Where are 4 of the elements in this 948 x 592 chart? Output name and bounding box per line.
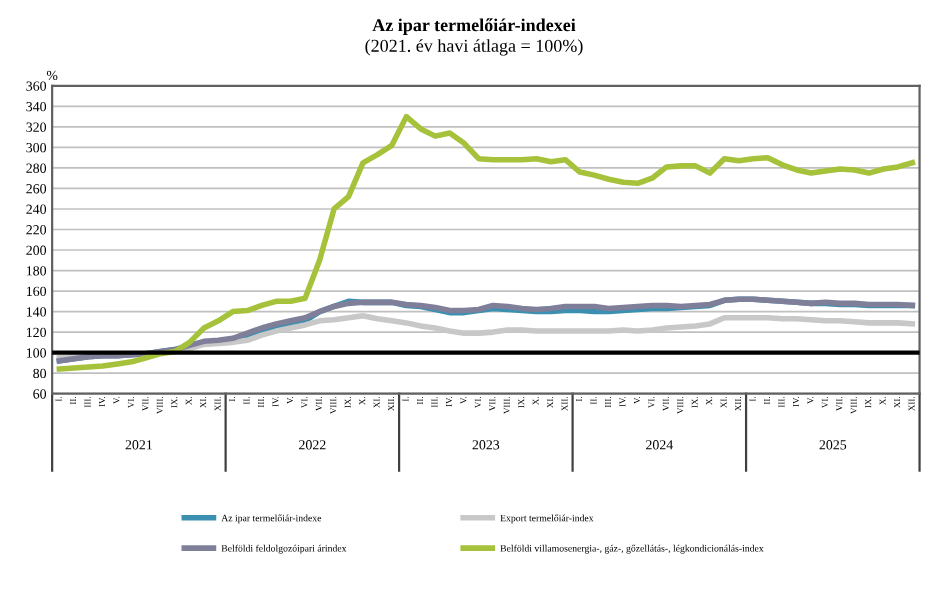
- chart-subtitle: (2021. év havi átlaga = 100%): [365, 39, 583, 56]
- line-series: [56, 113, 916, 372]
- line-series: [56, 296, 916, 364]
- chart-title: Az ipar termelőiár-indexei: [372, 18, 576, 35]
